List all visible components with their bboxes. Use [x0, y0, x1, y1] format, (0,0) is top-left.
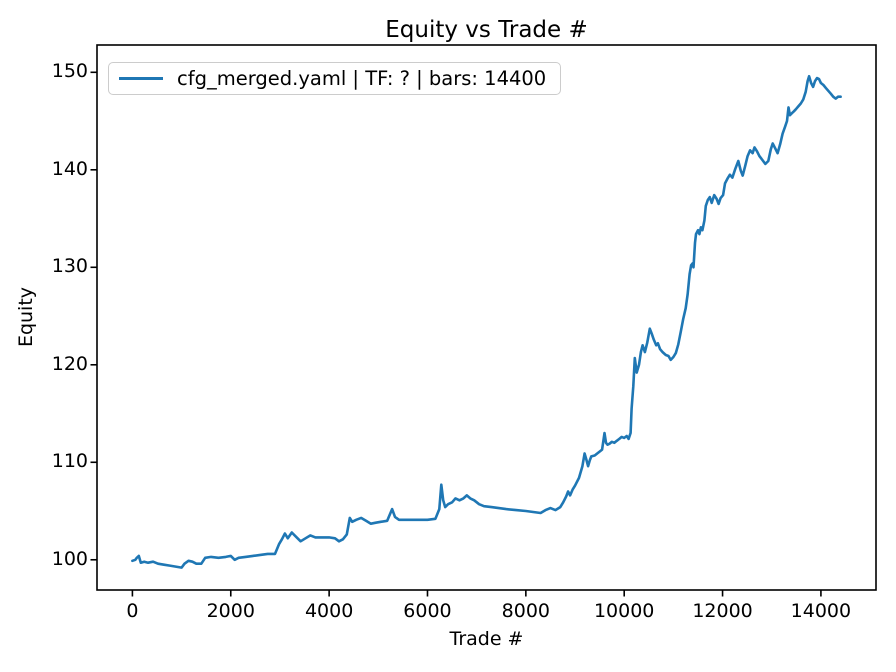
x-tick-label: 14000	[790, 600, 852, 622]
x-tick-label: 2000	[206, 600, 255, 622]
x-tick-label: 12000	[692, 600, 753, 622]
y-tick-label: 120	[51, 352, 88, 375]
legend-line-sample	[119, 77, 163, 80]
y-tick-label: 140	[51, 157, 88, 180]
equity-curve	[131, 74, 842, 569]
x-tick-label: 10000	[593, 600, 655, 622]
legend-label: cfg_merged.yaml | TF: ? | bars: 14400	[177, 67, 547, 90]
y-tick-label: 130	[51, 255, 88, 278]
x-tick-label: 0	[126, 600, 139, 622]
x-axis-label: Trade #	[449, 628, 524, 650]
x-tick-label: 8000	[501, 600, 550, 622]
y-tick-label: 100	[51, 547, 88, 570]
x-tick-label: 6000	[403, 600, 452, 622]
legend: cfg_merged.yaml | TF: ? | bars: 14400	[108, 62, 562, 95]
y-tick-label: 150	[51, 60, 88, 83]
y-tick-label: 110	[51, 450, 88, 473]
axes-spines	[96, 44, 877, 591]
chart-title: Equity vs Trade #	[385, 17, 588, 43]
x-tick-label: 4000	[304, 600, 354, 622]
